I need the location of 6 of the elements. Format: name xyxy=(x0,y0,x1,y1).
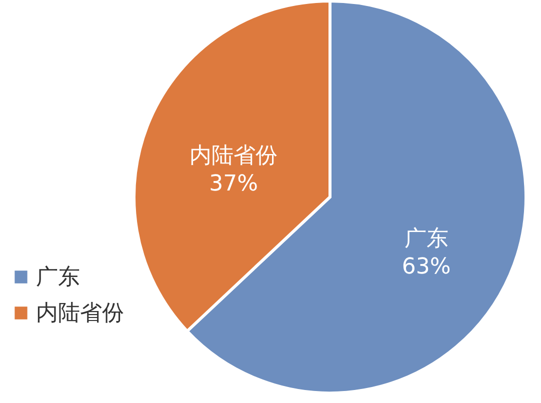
legend-label: 内陆省份 xyxy=(36,301,124,326)
data-label: 37% xyxy=(209,171,258,196)
data-label: 63% xyxy=(402,254,451,280)
legend-label: 广东 xyxy=(36,265,80,290)
slice-label: 广东 xyxy=(404,226,448,252)
slice-label: 内陆省份 xyxy=(190,143,278,168)
